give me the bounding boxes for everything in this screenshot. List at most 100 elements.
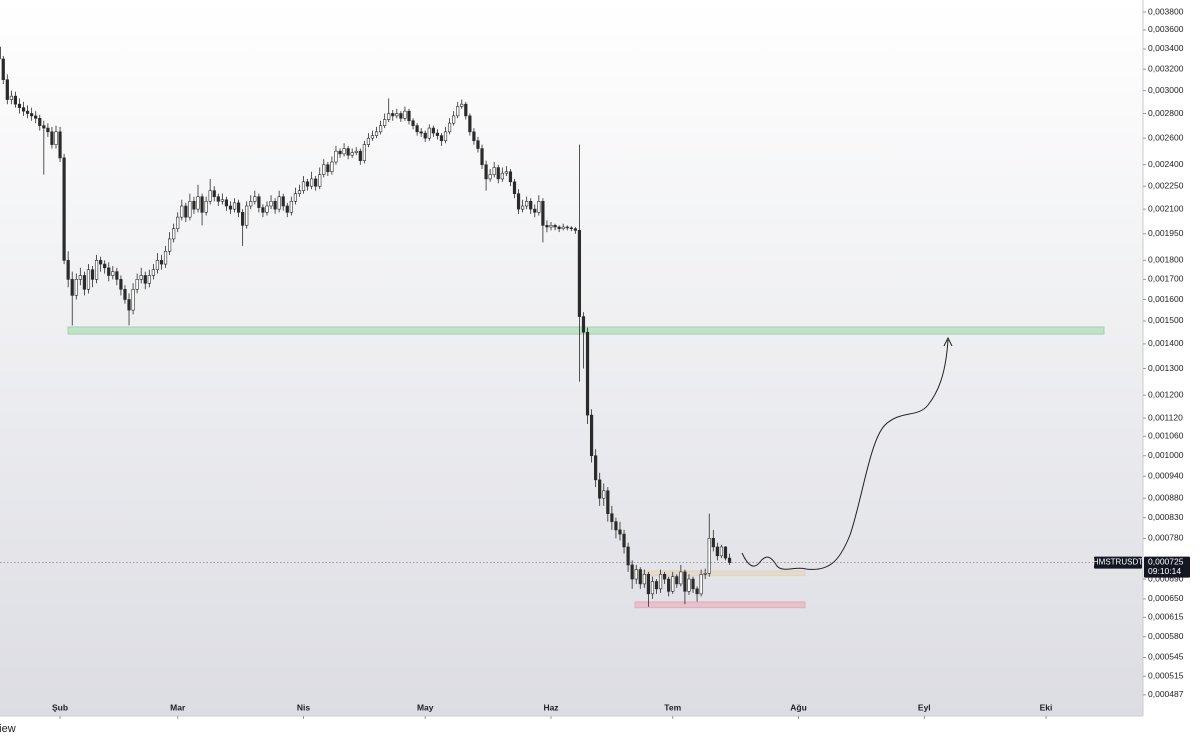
candle-body — [46, 127, 50, 133]
symbol-label: HMSTRUSDT — [1093, 558, 1143, 567]
candle-body — [378, 125, 383, 133]
candle-body — [342, 148, 346, 155]
last-price-label: 0,000725 — [1148, 556, 1184, 566]
y-tick-label: 0,000780 — [1148, 533, 1184, 543]
candle-body — [715, 546, 719, 557]
candle-body — [180, 205, 184, 218]
candle-body — [314, 178, 318, 187]
candle-body — [17, 103, 22, 108]
candle-body — [131, 288, 135, 311]
plot-area — [0, 0, 1143, 716]
candle-body — [236, 202, 241, 213]
candle-body — [362, 144, 366, 161]
candle-body — [200, 196, 204, 213]
candle-body — [310, 178, 314, 187]
candle-body — [155, 260, 160, 271]
candle-body — [500, 172, 504, 180]
candle-body — [606, 490, 610, 514]
projection-curve — [741, 339, 949, 570]
candle-body — [581, 316, 586, 333]
candle-body — [439, 135, 444, 142]
price-label-box — [1144, 556, 1190, 578]
x-tick-label: Haz — [543, 702, 558, 712]
candle-body — [30, 113, 34, 117]
candle-body — [66, 260, 70, 280]
candle-body — [350, 152, 354, 156]
candle-body — [565, 226, 569, 229]
candle-body — [99, 260, 103, 265]
candle-body — [415, 125, 419, 133]
candle-body — [326, 164, 330, 173]
footer-panel — [0, 716, 1143, 740]
candle-body — [516, 193, 521, 210]
candle-body — [431, 127, 435, 134]
x-tick-label: Ağu — [790, 702, 807, 712]
candle-body — [504, 171, 508, 174]
x-tick-label: Eyl — [918, 702, 931, 712]
candle-body — [163, 250, 168, 265]
candle-body — [232, 202, 237, 210]
x-tick-label: Nis — [297, 702, 311, 712]
candle-body — [86, 269, 91, 290]
candle-body — [107, 267, 111, 276]
candle-body — [172, 228, 176, 240]
candle-body — [589, 414, 594, 457]
candle-body — [537, 201, 541, 213]
candle-body — [443, 131, 448, 142]
candle-body — [334, 150, 338, 163]
candle-body — [447, 122, 452, 133]
candle-body — [184, 205, 188, 218]
candle-body — [25, 110, 30, 114]
candle-body — [585, 331, 590, 416]
x-tick-label: Mar — [170, 702, 186, 712]
x-tick-label: Eki — [1040, 702, 1053, 712]
candle-body — [220, 199, 224, 202]
y-tick-label: 0,003000 — [1148, 85, 1184, 95]
y-tick-label: 0,001950 — [1148, 228, 1184, 238]
candle-body — [78, 275, 82, 280]
candle-body — [257, 196, 261, 208]
candle-body — [638, 569, 642, 585]
y-tick-label: 0,001200 — [1148, 389, 1184, 399]
y-tick-label: 0,000545 — [1148, 652, 1184, 662]
candle-body — [74, 279, 78, 296]
candle-body — [423, 132, 427, 139]
candle-body — [34, 115, 38, 119]
candle-body — [285, 205, 289, 213]
candle-body — [370, 135, 375, 139]
candle-body — [1, 58, 5, 80]
candle-body — [265, 205, 269, 213]
candle-body — [354, 150, 358, 153]
y-tick-label: 0,000880 — [1148, 492, 1184, 502]
candle-body — [58, 131, 62, 159]
candle-body — [411, 120, 415, 126]
candle-body — [168, 238, 172, 252]
candle-body — [90, 269, 95, 280]
candle-body — [383, 119, 387, 126]
candle-body — [663, 573, 667, 580]
y-tick-label: 0,000690 — [1148, 573, 1184, 583]
candle-body — [281, 196, 285, 207]
candle-body — [305, 181, 310, 187]
candle-body — [54, 131, 58, 145]
y-tick-label: 0,000580 — [1148, 631, 1184, 641]
countdown-label: 09:10:14 — [1148, 566, 1181, 576]
y-tick-label: 0,003200 — [1148, 63, 1184, 73]
candle-body — [273, 201, 277, 210]
price-axis-panel — [1143, 0, 1200, 740]
candle-body — [512, 181, 517, 194]
candle-body — [598, 479, 602, 499]
candle-body — [115, 271, 119, 280]
projection-arrowhead — [943, 336, 953, 347]
y-tick-label: 0,003800 — [1148, 6, 1184, 16]
candle-body — [196, 196, 200, 210]
candle-body — [216, 196, 220, 202]
footer-text: View — [0, 723, 16, 735]
candle-body — [50, 131, 54, 145]
y-tick-label: 0,002600 — [1148, 132, 1184, 142]
y-tick-label: 0,000515 — [1148, 671, 1184, 681]
candle-body — [21, 107, 26, 112]
candle-body — [192, 201, 196, 210]
candle-body — [521, 205, 525, 210]
